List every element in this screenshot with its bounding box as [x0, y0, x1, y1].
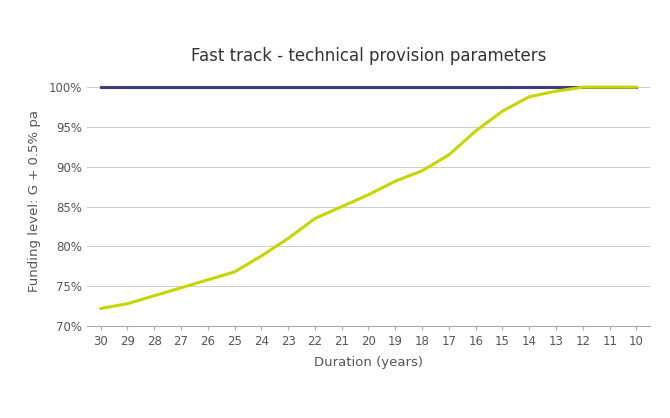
Title: Fast track - technical provision parameters: Fast track - technical provision paramet… [191, 47, 546, 65]
Y-axis label: Funding level: G + 0.5% pa: Funding level: G + 0.5% pa [27, 110, 40, 292]
X-axis label: Duration (years): Duration (years) [314, 357, 423, 370]
